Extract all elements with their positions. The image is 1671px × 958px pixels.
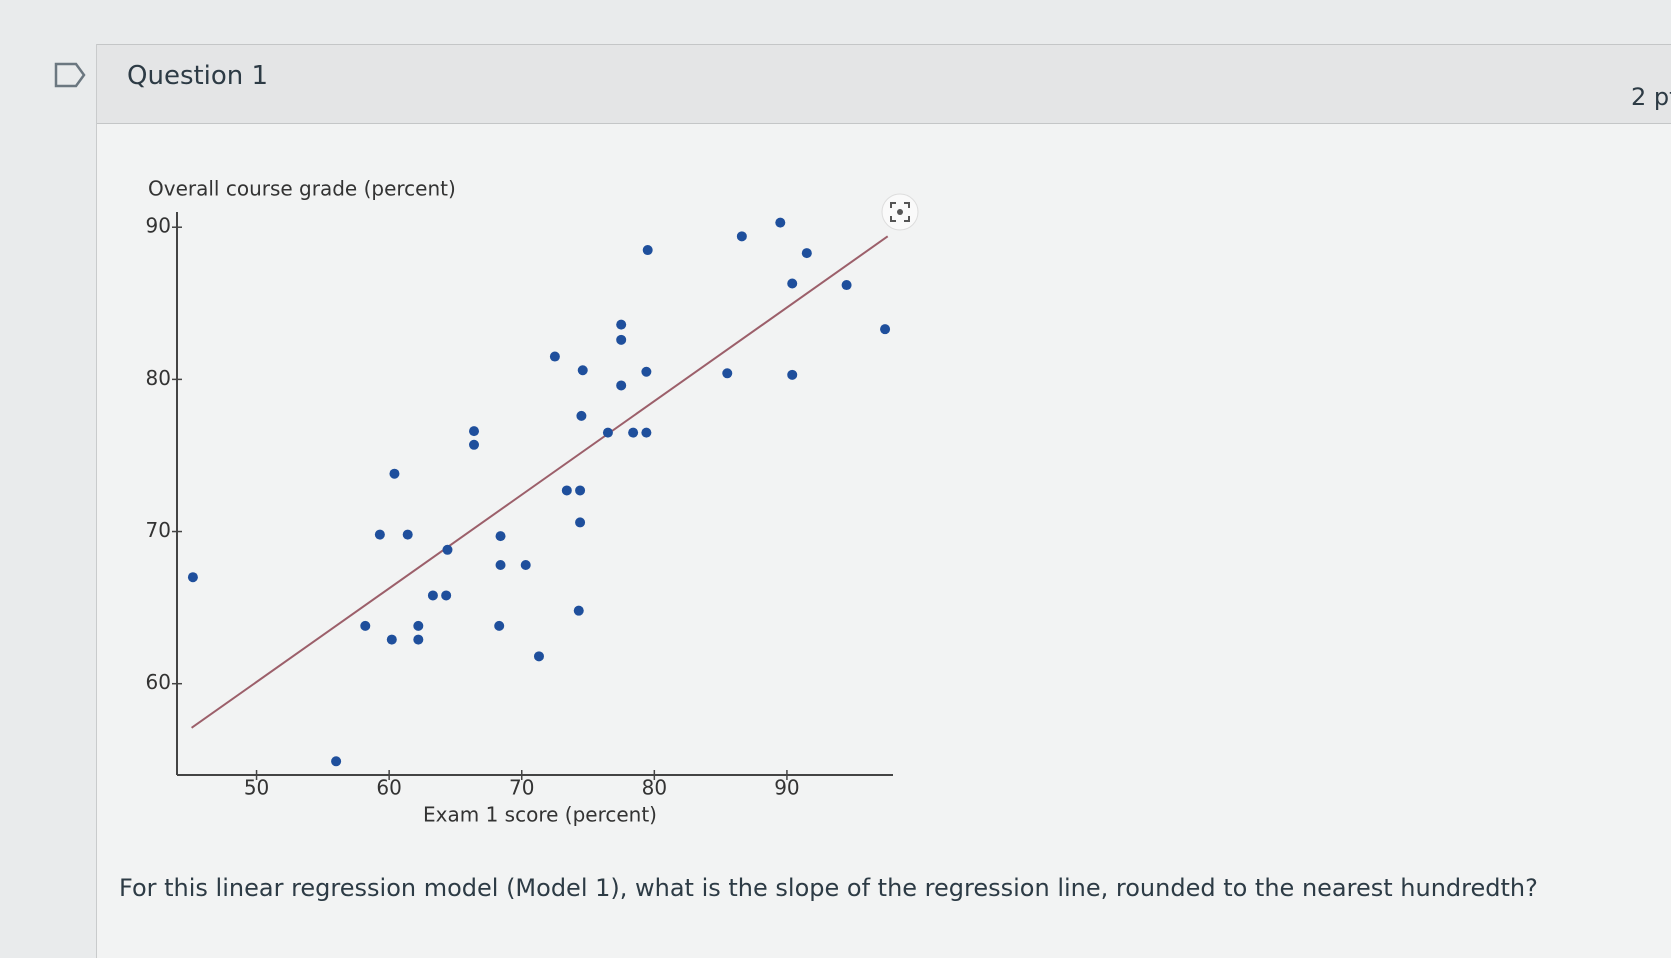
y-tick-label: 90 [146,214,171,238]
data-point [616,319,627,330]
data-point [641,366,652,377]
data-point [641,427,652,438]
data-point [561,485,572,496]
x-tick-label: 80 [642,776,667,800]
data-point [841,280,852,291]
data-point [442,544,453,555]
data-point [549,351,560,362]
data-point [495,560,506,571]
data-point [787,369,798,380]
focus-dot[interactable] [897,209,903,215]
data-point [520,560,531,571]
data-point [331,756,342,767]
data-point [494,620,505,631]
data-point [187,572,198,583]
data-point [576,410,587,421]
x-tick-label: 90 [774,776,799,800]
data-point [374,529,385,540]
question-points: 2 pt [1631,83,1671,111]
data-point [413,620,424,631]
bookmark-icon[interactable] [54,62,86,88]
y-axis-title: Overall course grade (percent) [148,177,456,201]
question-header: Question 1 2 pt [97,44,1671,124]
data-point [602,427,613,438]
x-axis-title: Exam 1 score (percent) [423,803,657,827]
data-point [775,217,786,228]
bookmark[interactable] [0,0,90,120]
focus-frame[interactable] [890,202,910,222]
data-point [573,605,584,616]
question-card: Question 1 2 pt For this linear regressi… [96,44,1671,958]
data-point [533,651,544,662]
x-tick-label: 60 [376,776,401,800]
data-point [402,529,413,540]
data-point [575,517,586,528]
data-point [575,485,586,496]
y-tick-label: 70 [146,518,171,542]
x-tick-label: 50 [244,776,269,800]
data-point [386,634,397,645]
chart: Overall course grade (percent) Exam 1 sc… [146,177,919,827]
data-point [495,531,506,542]
data-point [736,231,747,242]
data-point [469,426,480,437]
data-point [389,468,400,479]
focus-icon[interactable] [881,193,919,231]
question-title: Question 1 [127,61,269,91]
data-point [441,590,452,601]
regression-line [191,235,889,729]
data-point [787,278,798,289]
data-point [469,439,480,450]
data-point [616,380,627,391]
data-point [880,324,891,335]
data-point [628,427,639,438]
data-point [722,368,733,379]
data-point [642,245,653,256]
x-tick-label: 70 [509,776,534,800]
data-point [577,365,588,376]
y-tick-label: 80 [146,366,171,390]
data-point [360,620,371,631]
question-text: For this linear regression model (Model … [119,874,1538,902]
y-tick-label: 60 [146,670,171,694]
data-point [413,634,424,645]
data-point [427,590,438,601]
data-point [801,248,812,259]
data-point [616,334,627,345]
